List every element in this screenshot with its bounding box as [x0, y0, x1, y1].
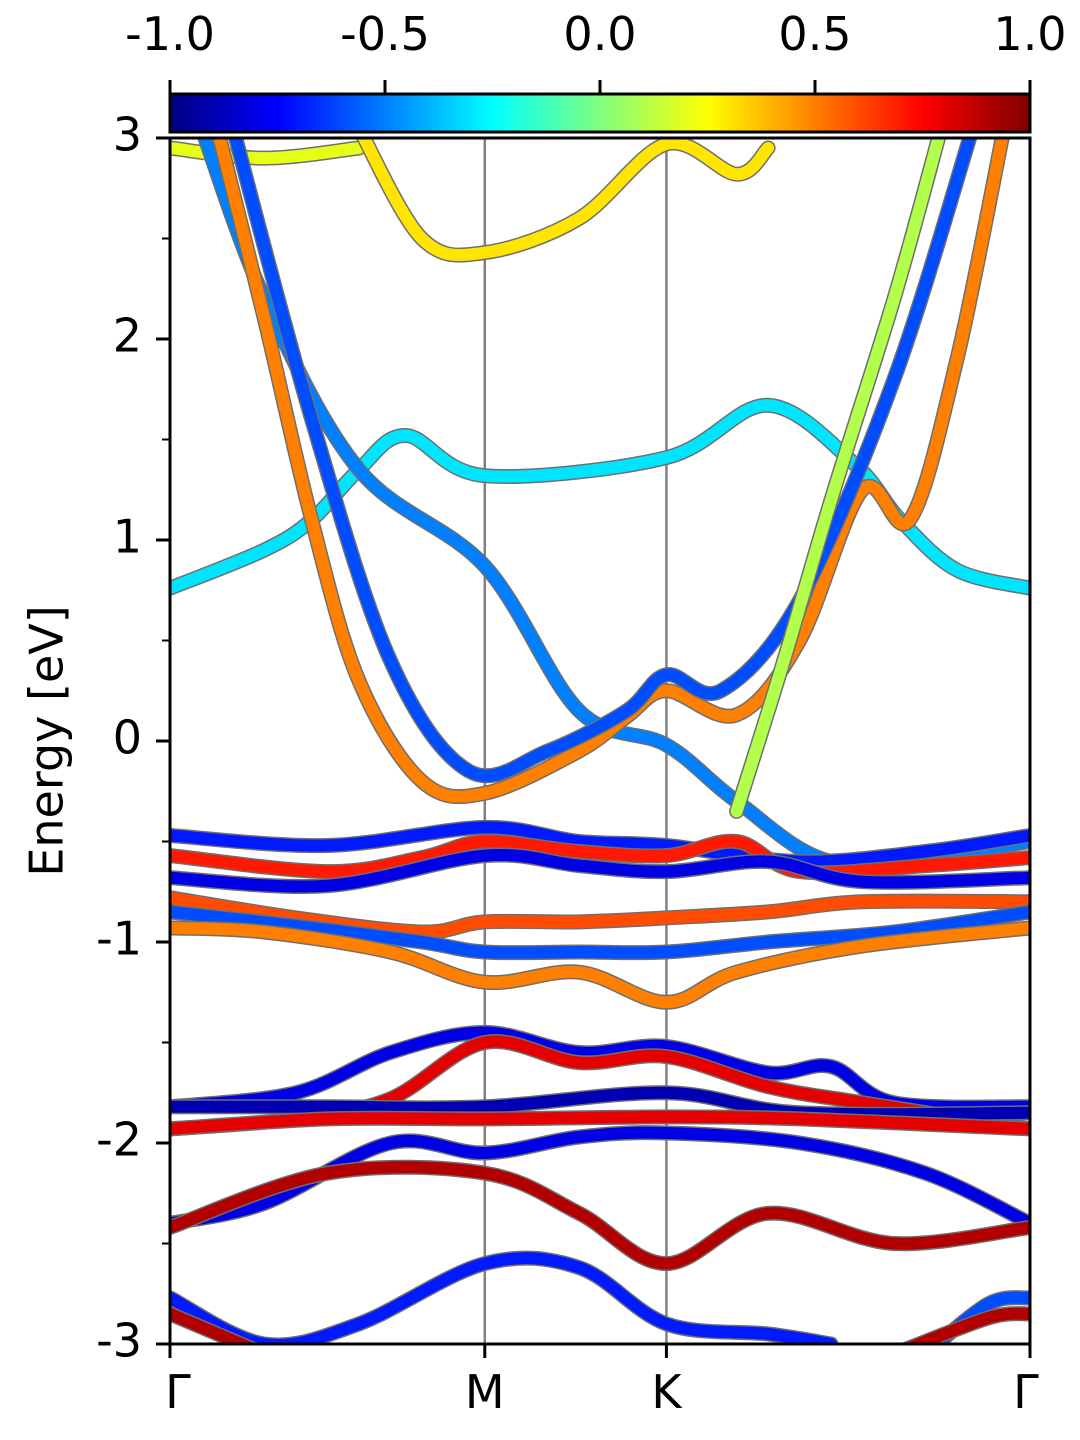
band-line	[170, 835, 1030, 879]
colorbar-ticks: -1.0 -0.5 0.0 0.5 1.0	[125, 7, 1067, 94]
band-line	[357, 138, 775, 262]
band-line	[170, 1307, 257, 1344]
y-tick-label: 2	[113, 309, 142, 363]
band-line	[730, 138, 945, 818]
y-tick-label: 3	[113, 108, 142, 162]
y-tick-label: -1	[96, 912, 142, 966]
y-tick-label: -3	[96, 1314, 142, 1368]
x-tick-label: Γ	[1013, 1365, 1039, 1419]
y-axis-label: Energy [eV]	[20, 605, 74, 876]
y-tick-label: 1	[113, 510, 142, 564]
colorbar-tick-label: 1.0	[993, 7, 1066, 61]
colorbar-tick-label: 0.0	[563, 7, 636, 61]
bands	[170, 138, 1030, 1344]
band-line	[170, 1110, 1030, 1135]
x-tick-label: Γ	[165, 1365, 191, 1419]
band-line	[903, 1307, 1030, 1344]
band-line	[170, 142, 365, 165]
band-line	[170, 1161, 1030, 1270]
band-line	[229, 138, 976, 782]
band-line	[170, 921, 1030, 1009]
colorbar-tick-label: -0.5	[340, 7, 430, 61]
x-tick-label: M	[465, 1365, 505, 1419]
colorbar: -1.0 -0.5 0.0 0.5 1.0	[125, 7, 1067, 134]
band-line	[170, 905, 1030, 959]
band-line	[170, 1252, 838, 1344]
colorbar-tick-label: -1.0	[125, 7, 215, 61]
y-axis-ticks: 3 2 1 0 -1 -2 -3	[96, 108, 170, 1368]
colorbar-tick-label: 0.5	[778, 7, 851, 61]
plot-area: 3 2 1 0 -1 -2 -3 Γ M K Γ	[96, 108, 1039, 1420]
band-line	[170, 1026, 1030, 1114]
y-tick-label: -2	[96, 1113, 142, 1167]
band-line	[170, 821, 1030, 868]
x-tick-label: K	[651, 1365, 683, 1419]
band-line	[170, 891, 1030, 939]
colorbar-gradient	[168, 92, 1032, 134]
band-line	[170, 848, 1030, 893]
y-tick-label: 0	[113, 711, 142, 765]
